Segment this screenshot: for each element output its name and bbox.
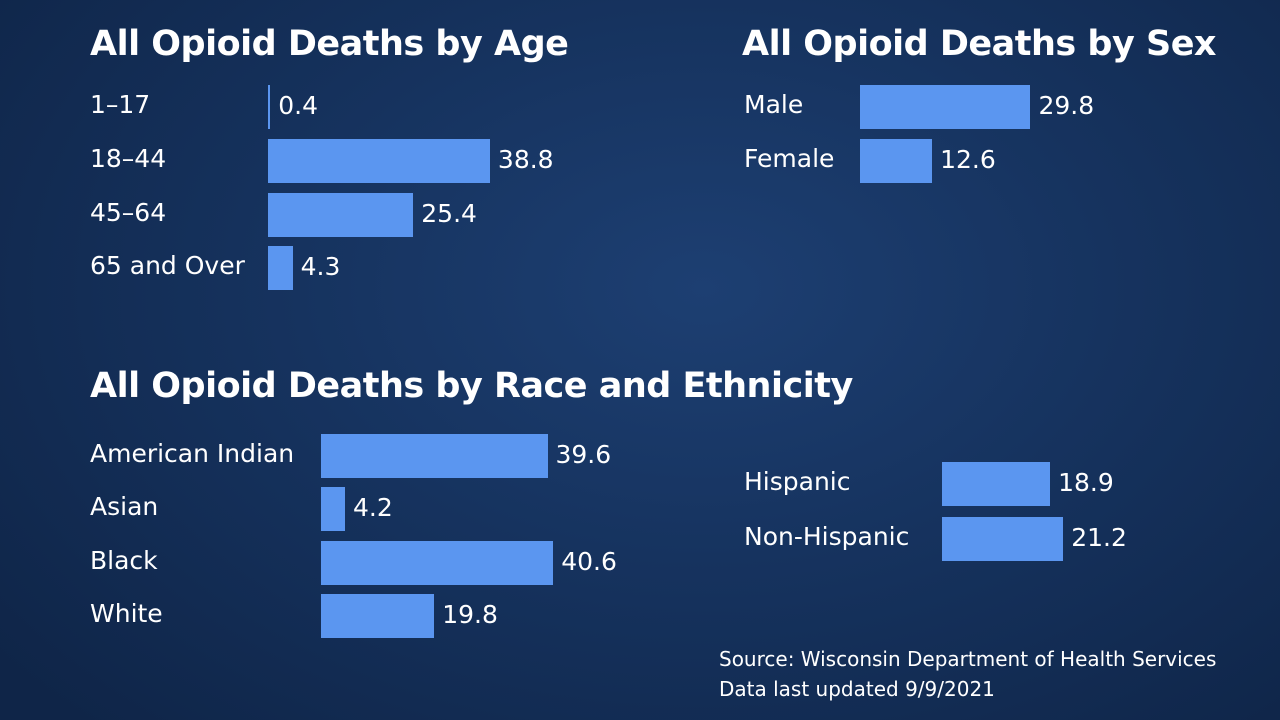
- age-bar: [268, 139, 490, 183]
- sex-category-label: Male: [744, 90, 804, 119]
- updated-line: Data last updated 9/9/2021: [719, 677, 995, 701]
- race-value-label: 4.2: [353, 493, 393, 522]
- sex-value-label: 12.6: [940, 145, 996, 174]
- source-line: Source: Wisconsin Department of Health S…: [719, 647, 1217, 671]
- race-bar: [321, 434, 548, 478]
- race-value-label: 40.6: [561, 547, 617, 576]
- age-bar: [268, 193, 414, 237]
- source-note: Source: Wisconsin Department of Health S…: [719, 644, 1216, 704]
- race-chart-title: All Opioid Deaths by Race and Ethnicity: [90, 366, 853, 406]
- age-bar: [268, 246, 293, 290]
- sex-bar: [860, 85, 1031, 129]
- eth-value-label: 18.9: [1058, 468, 1114, 497]
- eth-value-label: 21.2: [1071, 523, 1127, 552]
- age-category-label: 1–17: [90, 90, 151, 119]
- race-bar: [321, 594, 435, 638]
- age-value-label: 4.3: [300, 252, 341, 281]
- race-category-label: American Indian: [90, 439, 295, 468]
- race-bar: [321, 487, 346, 531]
- race-category-label: White: [90, 599, 163, 628]
- age-value-label: 25.4: [421, 199, 477, 228]
- eth-bar: [942, 462, 1051, 506]
- sex-bar: [860, 139, 933, 183]
- age-category-label: 65 and Over: [90, 251, 245, 280]
- age-chart-title: All Opioid Deaths by Age: [90, 24, 569, 64]
- age-category-label: 45–64: [90, 198, 167, 227]
- race-value-label: 19.8: [442, 600, 498, 629]
- sex-category-label: Female: [744, 144, 835, 173]
- eth-category-label: Hispanic: [744, 467, 851, 496]
- sex-value-label: 29.8: [1038, 91, 1095, 120]
- race-category-label: Asian: [90, 492, 159, 521]
- eth-bar: [942, 517, 1064, 561]
- race-category-label: Black: [90, 546, 158, 575]
- age-value-label: 38.8: [497, 145, 554, 174]
- age-category-label: 18–44: [90, 144, 167, 173]
- age-bar: [268, 85, 271, 129]
- race-value-label: 39.6: [555, 440, 612, 469]
- race-bar: [321, 541, 554, 585]
- sex-chart-title: All Opioid Deaths by Sex: [742, 24, 1217, 64]
- eth-category-label: Non-Hispanic: [744, 522, 910, 551]
- age-value-label: 0.4: [278, 91, 319, 120]
